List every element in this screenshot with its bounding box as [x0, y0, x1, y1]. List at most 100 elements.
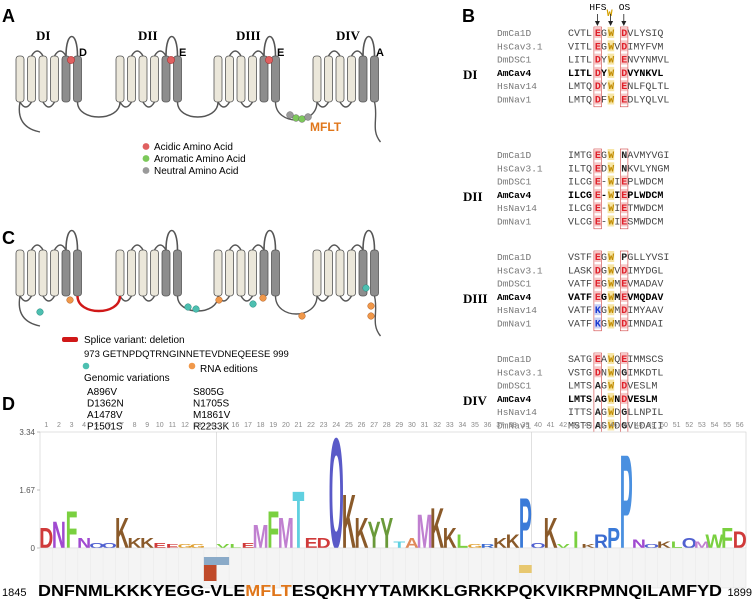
residue-site1: K	[595, 320, 601, 331]
w-label: W	[607, 9, 613, 20]
logo-letter: F	[267, 502, 279, 560]
seq-mid1: G	[601, 42, 607, 53]
residue-site1: A	[595, 382, 601, 393]
residue-site3: D	[621, 382, 627, 393]
rna-edition-dot	[367, 312, 375, 320]
residue-bg	[594, 53, 601, 65]
seq-mid1: G	[601, 151, 607, 162]
seq-post: SMWDCM	[627, 218, 663, 229]
residue-w: W	[608, 191, 614, 202]
column-box	[619, 250, 629, 332]
logo-position-number: 27	[370, 422, 378, 429]
residue-bg	[594, 202, 601, 214]
tryptophan-bg	[607, 290, 615, 302]
residue-bg	[620, 175, 628, 187]
logo-position-number: 42	[559, 422, 567, 429]
seq-pre: VSTG	[568, 368, 592, 379]
splice-sequence: 973 GETNPDQTRNGINNETEVDNEQEESE 999	[84, 349, 289, 360]
seq-post: IMYAAV	[627, 306, 663, 317]
residue-site3: E	[621, 218, 627, 229]
seq-pre: LASK	[568, 266, 592, 277]
residue-bg	[620, 379, 628, 391]
residue-bg	[594, 162, 601, 174]
genomic-variation-dot	[184, 303, 192, 311]
species-name: DmCa1D	[497, 150, 532, 161]
seq-end-number: 1899	[728, 587, 752, 599]
seq-mid1: G	[601, 422, 607, 433]
residue-w: W	[608, 29, 614, 40]
logo-position-number: 45	[597, 422, 605, 429]
residue-w: W	[608, 253, 614, 264]
genomic-variation-dot	[249, 300, 257, 308]
domain-linker	[176, 101, 219, 118]
seq-pre: MSTS	[568, 422, 592, 433]
logo-position-number: 39	[521, 422, 529, 429]
logo-position-number: 26	[358, 422, 366, 429]
helix-loop	[130, 50, 144, 57]
logo-y-tick: 1.67	[19, 486, 35, 495]
seq-mid1: G	[601, 408, 607, 419]
logo-stats-highlight	[519, 565, 532, 573]
rna-variant: M1861V	[193, 410, 231, 421]
residue-site3: D	[621, 320, 627, 331]
logo-position-number: 37	[496, 422, 504, 429]
species-name: DmDSC1	[497, 381, 532, 392]
logo-position-number: 23	[320, 422, 328, 429]
tryptophan-bg	[607, 366, 615, 378]
residue-w: W	[608, 293, 614, 304]
seq-mid2: M	[614, 320, 620, 331]
residue-bg	[594, 317, 601, 329]
species-name: DmNav1	[497, 421, 532, 432]
logo-position-number: 25	[345, 422, 353, 429]
helix-segment	[335, 249, 345, 297]
seq-mid2: I	[614, 178, 620, 189]
arrow-head	[594, 21, 600, 26]
logo-position-number: 44	[585, 422, 593, 429]
splice-legend-swatch	[62, 337, 78, 342]
species-name: DmCa1D	[497, 28, 532, 39]
residue-site1: D	[595, 266, 601, 277]
residue-bg	[594, 188, 601, 200]
seq-mid1: Y	[601, 82, 607, 93]
helix-loop	[142, 101, 156, 108]
residue-site1: D	[595, 368, 601, 379]
seq-mid2: V	[614, 266, 620, 277]
helix-segment	[347, 249, 356, 297]
seq-start-number: 1845	[2, 587, 26, 599]
pore-loop	[65, 35, 79, 57]
logo-y-tick: 0	[31, 544, 36, 553]
column-box	[619, 148, 629, 230]
helix-loop	[350, 50, 364, 57]
logo-position-number: 35	[471, 422, 479, 429]
residue-site3: D	[621, 29, 627, 40]
logo-position-number: 19	[269, 422, 277, 429]
seq-pre: ILCG	[568, 178, 592, 189]
seq-mid1: G	[601, 266, 607, 277]
residue-site3: G	[621, 408, 627, 419]
residue-site3: E	[621, 178, 627, 189]
residue-bg	[594, 80, 601, 92]
seq-pre: LMTS	[568, 395, 592, 406]
tryptophan-bg	[607, 175, 615, 187]
seq-mid1: D	[601, 164, 607, 175]
residue-bg	[620, 80, 628, 92]
residue-site3: E	[621, 82, 627, 93]
panel-label-a: A	[2, 6, 15, 26]
logo-position-number: 34	[458, 422, 466, 429]
seq-pre: ILCG	[568, 204, 592, 215]
residue-site3: E	[621, 293, 627, 304]
seq-pre: VATF	[568, 320, 592, 331]
domain-label: DII	[138, 28, 158, 43]
logo-position-number: 22	[307, 422, 315, 429]
residue-bg	[620, 317, 628, 329]
logo-position-number: 10	[156, 422, 164, 429]
logo-letter: T	[393, 540, 406, 551]
seq-pre: VITL	[568, 42, 592, 53]
tryptophan-bg	[607, 80, 615, 92]
helix-loop	[251, 244, 265, 251]
seq-post: VESLM	[627, 382, 657, 393]
acidic-residue-dot	[67, 56, 75, 64]
rna-edition-dot	[367, 302, 375, 310]
